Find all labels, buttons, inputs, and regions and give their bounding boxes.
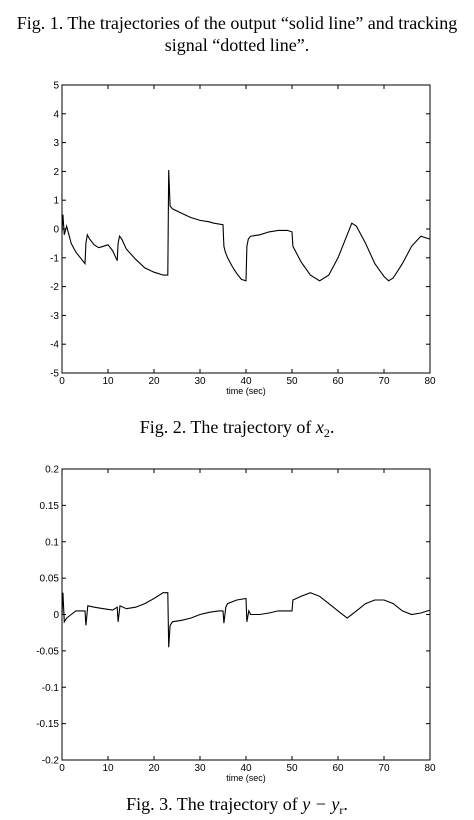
x-tick-label: 80 bbox=[424, 376, 436, 387]
y-tick-label: -2 bbox=[50, 282, 59, 293]
x-tick-label: 30 bbox=[194, 376, 206, 387]
x-tick-label: 60 bbox=[332, 376, 344, 387]
figure-2-caption-prefix: Fig. 2. The trajectory of bbox=[139, 417, 316, 437]
y-tick-label: -5 bbox=[50, 369, 59, 380]
x-tick-label: 50 bbox=[286, 376, 298, 387]
x-tick-label: 50 bbox=[286, 763, 298, 774]
y-tick-label: -0.1 bbox=[42, 683, 60, 694]
y-tick-label: 0 bbox=[53, 225, 59, 236]
x-tick-label: 10 bbox=[102, 763, 114, 774]
x-tick-label: 60 bbox=[332, 763, 344, 774]
figure-2-caption: Fig. 2. The trajectory of x2. bbox=[0, 416, 474, 440]
figure-2-caption-variable: x bbox=[315, 417, 324, 437]
y-tick-label: -0.2 bbox=[42, 756, 60, 767]
y-tick-label: 0.2 bbox=[45, 465, 59, 476]
plot-frame bbox=[61, 84, 431, 374]
y-tick-label: -3 bbox=[50, 311, 59, 322]
y-tick-label: 5 bbox=[53, 81, 59, 92]
figure-1-caption-text: Fig. 1. The trajectories of the output “… bbox=[16, 13, 458, 55]
series-line bbox=[61, 592, 431, 648]
figure-3-caption-subscript: r bbox=[339, 803, 344, 817]
figure-3-caption-prefix: Fig. 3. The trajectory of bbox=[126, 794, 303, 814]
figure-1-caption: Fig. 1. The trajectories of the output “… bbox=[0, 12, 474, 56]
x-tick-label: 20 bbox=[148, 763, 160, 774]
figure-3-caption-suffix: . bbox=[343, 794, 348, 814]
figure-2-caption-subscript: 2 bbox=[323, 426, 330, 440]
x-tick-label: 20 bbox=[148, 376, 160, 387]
figure-3-caption-variable: y − y bbox=[302, 794, 340, 814]
y-tick-label: 4 bbox=[53, 109, 59, 120]
x-tick-label: 40 bbox=[240, 376, 252, 387]
figure-2-caption-suffix: . bbox=[329, 417, 335, 437]
y-tick-label: -4 bbox=[50, 340, 59, 351]
x-tick-label: 70 bbox=[378, 376, 390, 387]
y-tick-label: -0.05 bbox=[36, 646, 59, 657]
y-tick-label: -1 bbox=[50, 253, 59, 264]
x-tick-label: 80 bbox=[424, 763, 436, 774]
y-tick-label: 2 bbox=[53, 167, 59, 178]
x-axis-label: time (sec) bbox=[226, 386, 266, 396]
x-axis-label: time (sec) bbox=[226, 773, 266, 783]
y-tick-label: 1 bbox=[53, 196, 59, 207]
y-tick-label: 0.15 bbox=[40, 501, 60, 512]
x-tick-label: 30 bbox=[194, 763, 206, 774]
y-tick-label: -0.15 bbox=[36, 719, 59, 730]
x-tick-label: 10 bbox=[102, 376, 114, 387]
figure-3-plot: 0 10 20 30 40 50 60 70 80 0.2 0.15 0.1 0.05 0 -0.05 -0.… bbox=[36, 465, 436, 784]
x-tick-label: 0 bbox=[59, 376, 65, 387]
x-tick-label: 0 bbox=[59, 763, 65, 774]
y-tick-label: 3 bbox=[53, 138, 59, 149]
y-tick-label: 0.1 bbox=[45, 537, 59, 548]
series-line bbox=[61, 169, 431, 282]
x-tick-label: 70 bbox=[378, 763, 390, 774]
figure-3-caption: Fig. 3. The trajectory of y − yr. bbox=[0, 793, 474, 817]
y-tick-label: 0 bbox=[53, 610, 59, 621]
y-tick-label: 0.05 bbox=[40, 574, 60, 585]
x-tick-label: 40 bbox=[240, 763, 252, 774]
